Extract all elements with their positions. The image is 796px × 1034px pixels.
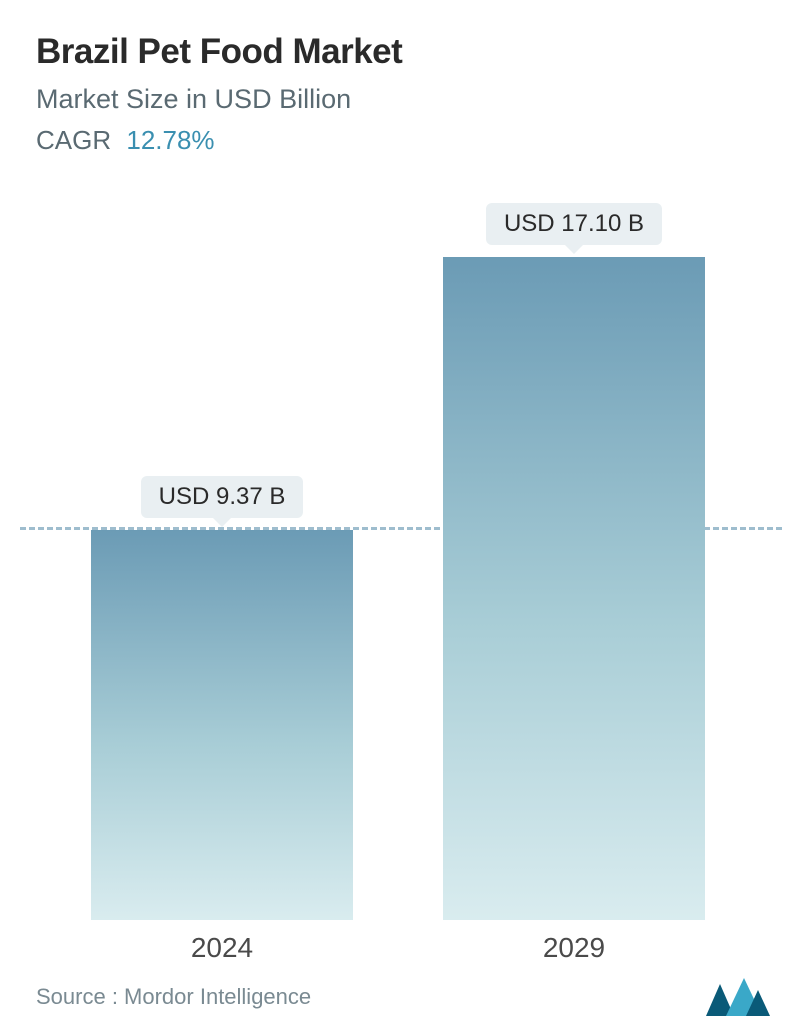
bar-2024 bbox=[91, 530, 353, 920]
x-axis-labels: 2024 2029 bbox=[0, 932, 796, 964]
source-text: Source : Mordor Intelligence bbox=[36, 984, 311, 1010]
value-chip-2024: USD 9.37 B bbox=[141, 476, 304, 518]
cagr-value: 12.78% bbox=[126, 125, 214, 155]
bars-container: USD 9.37 B USD 17.10 B bbox=[0, 200, 796, 920]
x-label-2029: 2029 bbox=[443, 932, 705, 964]
bar-group-2029: USD 17.10 B bbox=[443, 203, 705, 920]
x-label-2024: 2024 bbox=[91, 932, 353, 964]
cagr-label: CAGR bbox=[36, 125, 111, 155]
value-chip-2029: USD 17.10 B bbox=[486, 203, 662, 245]
chart-subtitle: Market Size in USD Billion bbox=[36, 84, 760, 115]
brand-logo-icon bbox=[706, 978, 770, 1016]
chart-title: Brazil Pet Food Market bbox=[36, 32, 760, 72]
chart-footer: Source : Mordor Intelligence bbox=[36, 978, 770, 1016]
cagr-line: CAGR 12.78% bbox=[36, 125, 760, 156]
chart-area: USD 9.37 B USD 17.10 B bbox=[0, 200, 796, 920]
bar-2029 bbox=[443, 257, 705, 920]
bar-group-2024: USD 9.37 B bbox=[91, 476, 353, 920]
chart-header: Brazil Pet Food Market Market Size in US… bbox=[0, 0, 796, 156]
